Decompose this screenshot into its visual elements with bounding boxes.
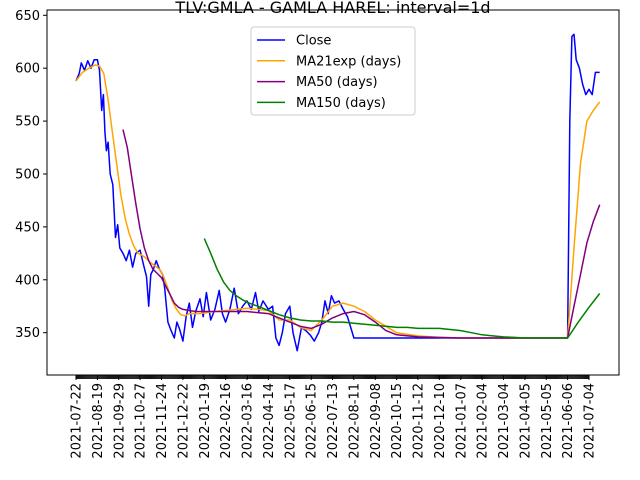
series-layer: [75, 33, 601, 352]
series-line-0: [75, 33, 600, 352]
y-axis: 350 400 450 500 550 600 650: [15, 9, 47, 341]
legend-box: [250, 26, 416, 116]
x-tick-label: 2020-10-15: [390, 383, 405, 459]
x-tick-label: 2021-01-07: [454, 383, 469, 459]
x-tick-label: 2021-07-04: [583, 383, 598, 459]
legend: Close MA21exp (days) MA50 (days) MA150 (day…: [250, 26, 416, 116]
x-tick-label: 2022-06-15: [305, 383, 320, 459]
series-line-3: [203, 238, 601, 339]
x-tick-label: 2021-04-05: [518, 383, 533, 459]
series-line-2: [122, 129, 601, 339]
x-tick-label: 2022-09-08: [369, 383, 384, 459]
x-tick-label: 2021-02-04: [476, 383, 491, 459]
x-tick-label: 2021-12-22: [176, 383, 191, 459]
y-tick-label: 550: [15, 115, 40, 130]
x-tick-label: 2021-07-22: [70, 383, 85, 459]
chart-title: TLV:GMLA - GAMLA HAREL: interval=1d: [174, 0, 490, 17]
x-tick-label: 2021-11-24: [155, 383, 170, 459]
legend-label: MA150 (days): [296, 96, 386, 111]
x-tick-label: 2022-05-17: [283, 383, 298, 459]
y-tick-label: 600: [15, 62, 40, 77]
x-tick-label: 2020-11-12: [412, 383, 427, 459]
y-tick-label: 350: [15, 326, 40, 341]
x-tick-label: 2021-09-29: [112, 383, 127, 459]
x-tick-label: 2022-08-11: [347, 383, 362, 459]
x-tick-label: 2021-06-06: [561, 383, 576, 459]
x-tick-label: 2021-03-04: [497, 383, 512, 459]
x-tick-label: 2021-08-19: [91, 383, 106, 459]
y-tick-label: 450: [15, 220, 40, 235]
legend-label: MA50 (days): [296, 75, 378, 90]
x-tick-label: 2022-07-13: [326, 383, 341, 459]
x-tick-label: 2022-04-14: [262, 383, 277, 459]
x-tick-label: 2022-03-16: [241, 383, 256, 459]
x-tick-label: 2022-02-16: [219, 383, 234, 459]
y-tick-label: 400: [15, 273, 40, 288]
plot-frame: [46, 9, 620, 376]
x-tick-label: 2021-10-27: [134, 383, 149, 459]
legend-label: MA21exp (days): [296, 54, 401, 69]
y-tick-label: 500: [15, 167, 40, 182]
x-tick-label: 2021-05-05: [540, 383, 555, 459]
legend-label: Close: [296, 34, 331, 49]
x-axis: 2021-07-22 2021-08-19 2021-09-29 2021-10-27…: [70, 375, 598, 459]
x-tick-label: 2020-12-10: [433, 383, 448, 459]
x-tick-label: 2022-01-19: [198, 383, 213, 459]
y-tick-label: 650: [15, 9, 40, 24]
